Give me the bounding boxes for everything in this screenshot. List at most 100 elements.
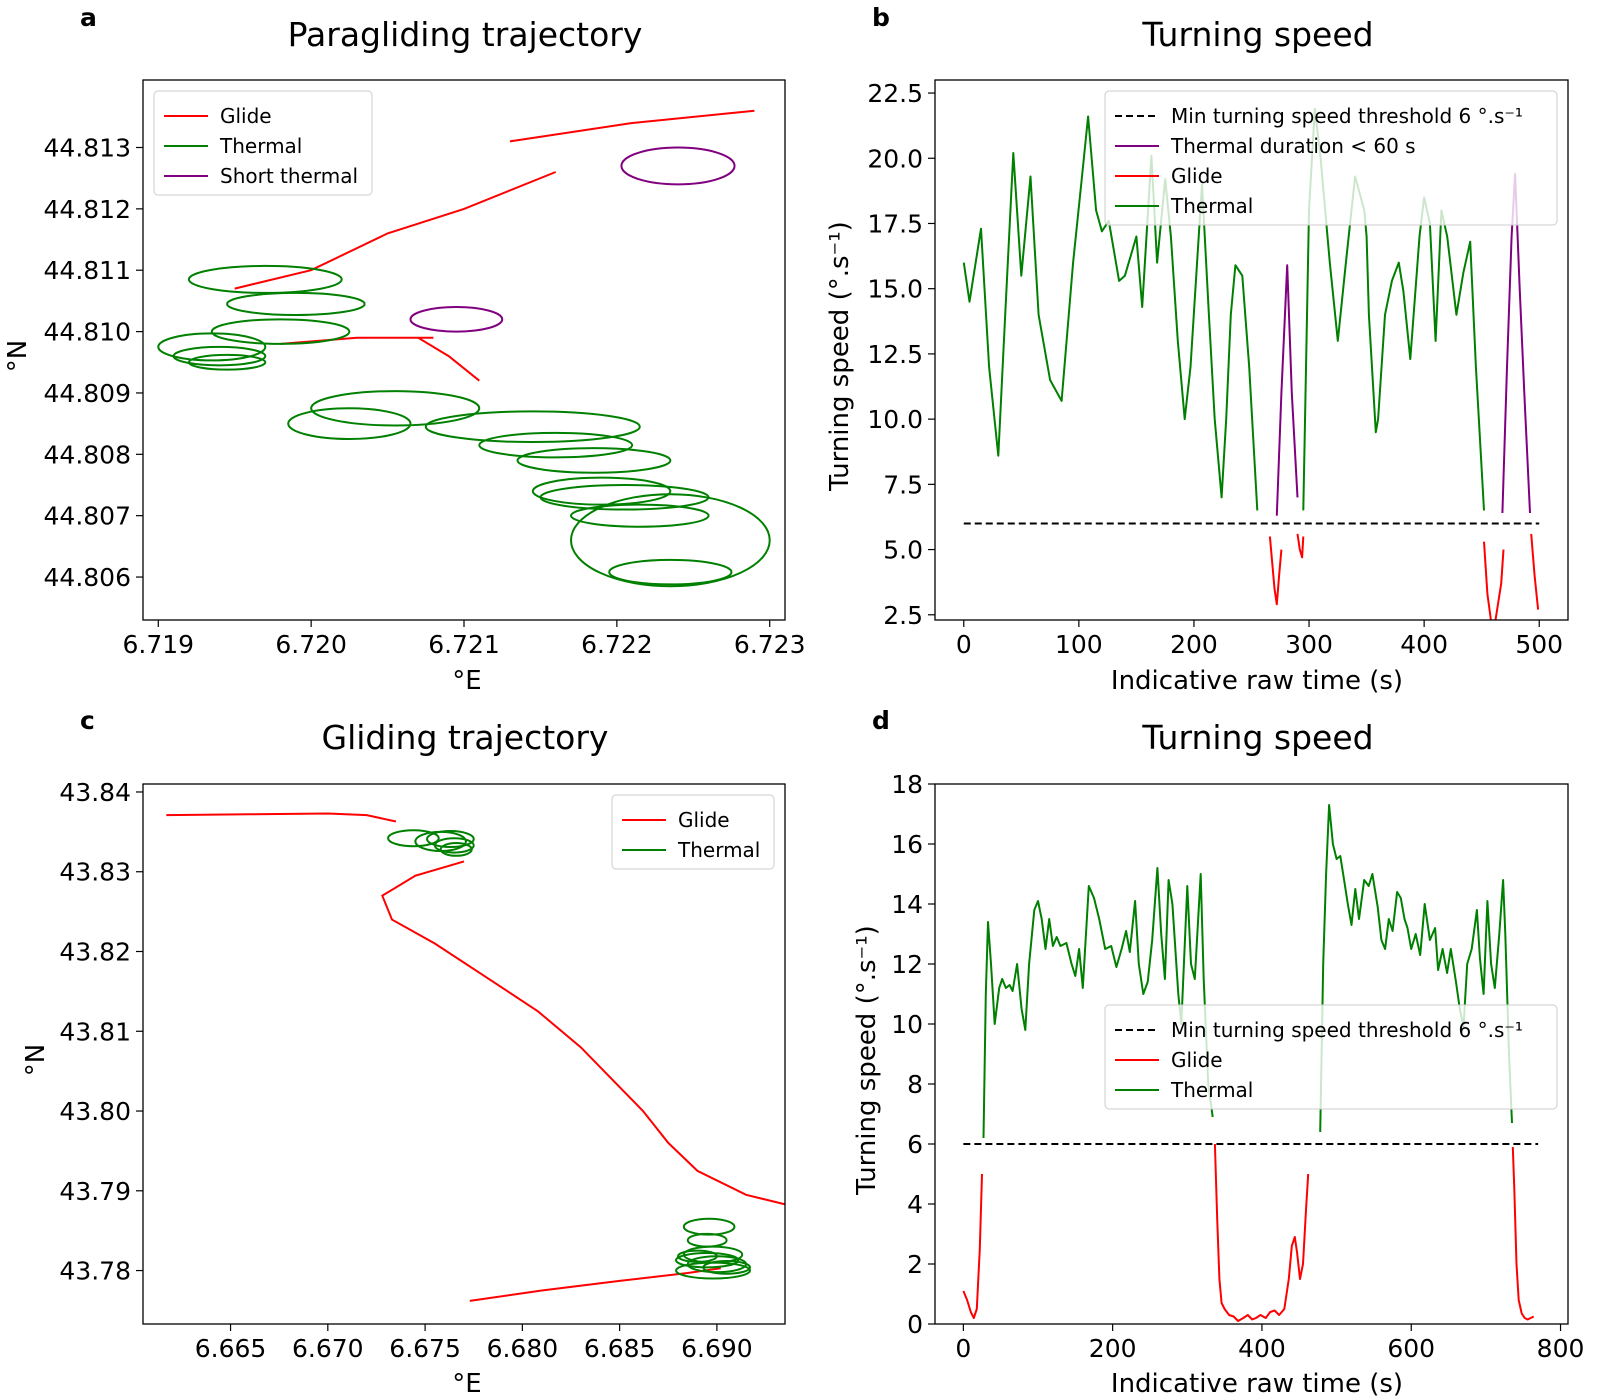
x-axis-label-a: °E xyxy=(452,666,481,696)
y-tick-label: 10 xyxy=(891,1010,923,1039)
thermal-loop xyxy=(516,447,672,474)
thermal-loop xyxy=(675,1261,751,1280)
panel-title-b: Turning speed xyxy=(1141,15,1373,54)
x-tick-label: 800 xyxy=(1537,1334,1585,1363)
series-line-glide xyxy=(1296,533,1305,559)
thermal-loop xyxy=(686,1232,728,1248)
y-tick-label: 10.0 xyxy=(867,405,923,434)
thermal-loop xyxy=(682,1217,736,1236)
panel-title-d: Turning speed xyxy=(1141,718,1373,757)
x-tick-label: 6.721 xyxy=(428,630,500,659)
plot-area xyxy=(166,812,785,1302)
short-thermal-loop xyxy=(409,306,504,333)
thermal-loop xyxy=(310,390,481,427)
plot-gliding-trajectory: 6.665 6.670 6.675 6.680 6.685 6.690 43.78 43.79… xyxy=(59,778,786,1363)
thermal-loop xyxy=(433,837,475,854)
y-tick-label: 43.81 xyxy=(59,1017,131,1046)
x-tick-label: 200 xyxy=(1089,1334,1137,1363)
thermal-loop xyxy=(478,431,634,459)
glide-segment xyxy=(166,812,397,823)
y-axis-label-c: °N xyxy=(21,1044,51,1076)
legend-label: Thermal xyxy=(1170,194,1253,218)
x-tick-label: 300 xyxy=(1285,630,1333,659)
thermal-loop xyxy=(439,842,473,857)
y-axis-label-d: Turning speed (°.s⁻¹) xyxy=(852,925,882,1196)
y-tick-label: 8 xyxy=(907,1070,923,1099)
x-tick-label: 500 xyxy=(1515,630,1563,659)
x-tick-label: 6.685 xyxy=(584,1334,656,1363)
glide-segment xyxy=(381,860,785,1206)
thermal-loop xyxy=(187,264,343,294)
plot-turning-speed-paragliding: 0 100 200 300 400 500 2.5 5.0 7.5 10.0 12.5 15.0 17.… xyxy=(867,79,1569,659)
legend-label: Glide xyxy=(678,808,730,832)
y-tick-label: 2 xyxy=(907,1250,923,1279)
legend-label: Thermal duration < 60 s xyxy=(1170,134,1416,158)
axes-frame xyxy=(142,783,786,1325)
x-tick-label: 400 xyxy=(1238,1334,1286,1363)
legend-label: Thermal xyxy=(1170,1078,1253,1102)
legend-label: Short thermal xyxy=(220,164,358,188)
series-line-glide xyxy=(1494,549,1505,620)
x-tick-label: 400 xyxy=(1400,630,1448,659)
y-tick-label: 18 xyxy=(891,770,923,799)
y-tick-label: 12.5 xyxy=(867,340,923,369)
plot-paragliding-trajectory: 6.719 6.720 6.721 6.722 6.723 44.806 44.807 44.… xyxy=(44,79,806,659)
thermal-loop xyxy=(424,410,641,444)
legend: Min turning speed threshold 6 °.s⁻¹ Glide… xyxy=(1104,1004,1558,1110)
thermal-loop xyxy=(157,332,267,362)
series-line-glide xyxy=(1511,1146,1535,1321)
legend-label: Thermal xyxy=(677,838,760,862)
y-tick-label: 44.811 xyxy=(44,256,131,285)
thermal-loop xyxy=(570,493,771,588)
thermal-loop xyxy=(426,830,475,849)
glide-segment xyxy=(280,336,434,345)
series-line-thermal xyxy=(962,115,1259,511)
y-tick-label: 15.0 xyxy=(867,275,923,304)
y-tick-label: 16 xyxy=(891,830,923,859)
panel-letter-c: c xyxy=(80,706,95,735)
x-tick-label: 6.722 xyxy=(581,630,653,659)
y-tick-label: 7.5 xyxy=(883,470,923,499)
y-tick-label: 0 xyxy=(907,1310,923,1339)
panel-letter-a: a xyxy=(80,3,97,32)
thermal-loop xyxy=(702,1259,751,1275)
series-line-glide xyxy=(1483,541,1492,620)
x-axis-label-c: °E xyxy=(452,1369,481,1399)
x-tick-label: 6.720 xyxy=(275,630,347,659)
thermal-loop xyxy=(677,1249,718,1263)
legend: Min turning speed threshold 6 °.s⁻¹ Therm… xyxy=(1104,90,1558,226)
x-tick-label: 200 xyxy=(1170,630,1218,659)
glide-segment xyxy=(234,171,557,290)
series-line-glide xyxy=(1213,1143,1310,1322)
glide-segment xyxy=(469,1267,721,1302)
thermal-loop xyxy=(287,407,412,440)
glide-segment xyxy=(417,336,480,382)
y-tick-label: 43.82 xyxy=(59,938,131,967)
legend-label: Glide xyxy=(1171,164,1223,188)
x-tick-label: 6.723 xyxy=(734,630,806,659)
thermal-loop xyxy=(172,345,267,367)
thermal-loop xyxy=(531,476,672,506)
x-axis-label-b: Indicative raw time (s) xyxy=(1111,666,1403,696)
y-tick-label: 12 xyxy=(891,950,923,979)
series-line-thermal xyxy=(1302,107,1485,511)
thermal-loop xyxy=(387,829,440,848)
legend-label: Thermal xyxy=(219,134,302,158)
x-tick-label: 6.675 xyxy=(389,1334,461,1363)
glide-segment xyxy=(509,109,755,143)
panel-title-c: Gliding trajectory xyxy=(322,718,609,757)
axes-frame xyxy=(934,79,1569,621)
y-tick-label: 43.80 xyxy=(59,1097,131,1126)
y-tick-label: 22.5 xyxy=(867,79,923,108)
thermal-loop xyxy=(226,291,366,317)
y-tick-label: 17.5 xyxy=(867,209,923,238)
thermal-loop xyxy=(570,503,710,528)
series-line-thermal-duration-60-s xyxy=(1275,264,1299,516)
x-tick-label: 0 xyxy=(956,630,972,659)
y-tick-label: 44.808 xyxy=(44,440,131,469)
series-line-glide xyxy=(962,1173,983,1319)
legend: Glide Thermal xyxy=(611,794,775,870)
legend-box xyxy=(153,90,373,196)
y-tick-label: 6 xyxy=(907,1130,923,1159)
legend-box xyxy=(1104,1004,1558,1110)
